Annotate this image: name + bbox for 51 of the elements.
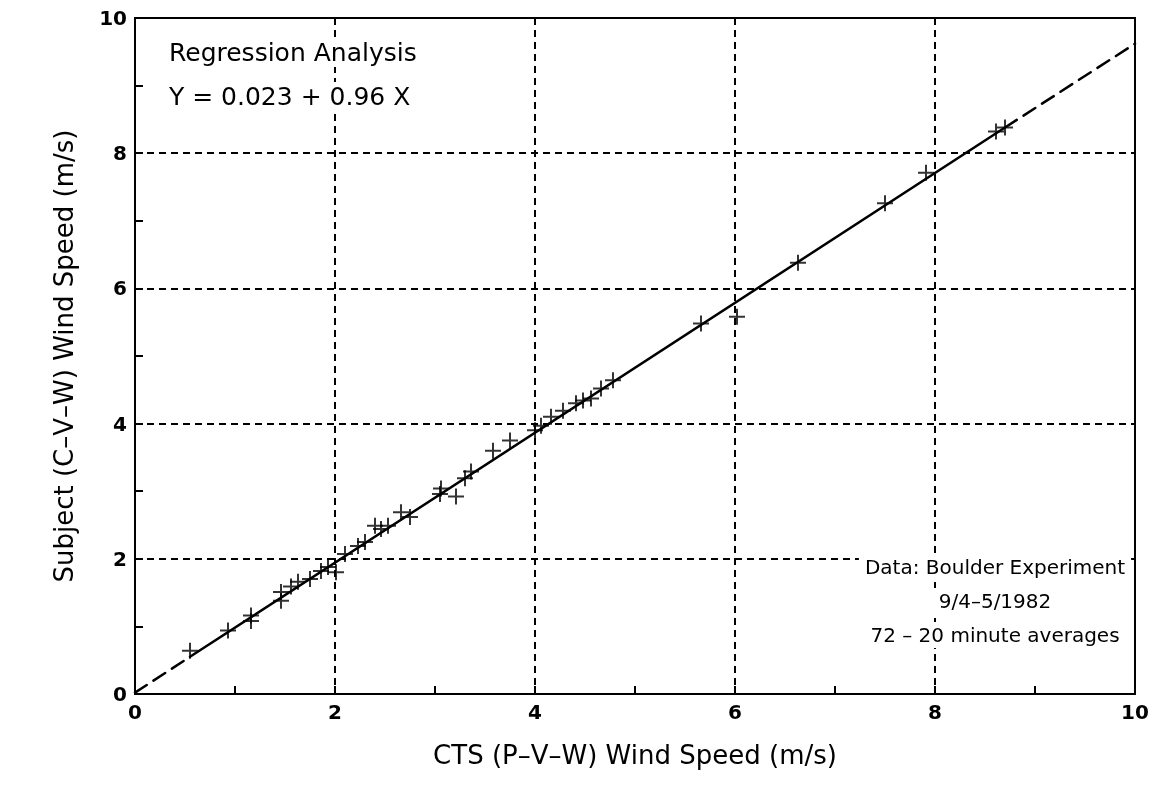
- point: [219, 621, 237, 640]
- point: [484, 441, 502, 460]
- point: [789, 253, 807, 272]
- point: [356, 532, 374, 551]
- point: [501, 431, 519, 450]
- point: [604, 371, 622, 390]
- point: [542, 407, 560, 426]
- annotation: Data: Boulder Experiment: [864, 555, 1126, 579]
- point: [554, 401, 572, 420]
- x-tick-label: 10: [1121, 700, 1149, 724]
- point: [574, 391, 592, 410]
- annotation: Regression Analysis: [169, 38, 417, 67]
- point: [462, 462, 480, 481]
- point: [692, 314, 710, 333]
- x-axis-title: CTS (P–V–W) Wind Speed (m/s): [433, 740, 837, 770]
- annotation: 9/4–5/1982: [938, 589, 1052, 613]
- y-tick-label: 6: [113, 276, 127, 301]
- point: [526, 421, 544, 440]
- point: [592, 379, 610, 398]
- point: [447, 487, 465, 506]
- point: [996, 118, 1014, 137]
- point: [582, 389, 600, 408]
- y-tick-label: 2: [113, 546, 127, 571]
- y-tick-label: 0: [113, 682, 127, 706]
- point: [301, 570, 319, 589]
- y-tick-label: 10: [99, 6, 127, 30]
- x-tick-label: 0: [128, 700, 142, 724]
- annotation: Y = 0.023 + 0.96 X: [168, 82, 411, 111]
- point: [987, 122, 1005, 141]
- point: [312, 561, 330, 580]
- point: [431, 484, 449, 503]
- point: [379, 516, 397, 535]
- y-tick-label: 8: [113, 141, 127, 166]
- point: [242, 611, 260, 630]
- y-axis-title: Subject (C–V–W) Wind Speed (m/s): [49, 129, 79, 583]
- annotation: 72 – 20 minute averages: [870, 623, 1120, 647]
- point: [336, 545, 354, 564]
- y-tick-label: 4: [113, 411, 127, 436]
- point: [456, 469, 474, 488]
- point: [917, 163, 935, 182]
- point: [272, 591, 290, 610]
- x-tick-label: 2: [328, 700, 342, 724]
- point: [532, 416, 550, 435]
- point: [349, 536, 367, 555]
- point: [728, 307, 746, 326]
- point: [876, 194, 894, 213]
- x-tick-label: 6: [728, 700, 742, 724]
- point: [432, 479, 450, 498]
- x-tick-label: 4: [528, 700, 542, 724]
- x-tick-label: 8: [928, 700, 942, 724]
- point: [289, 572, 307, 591]
